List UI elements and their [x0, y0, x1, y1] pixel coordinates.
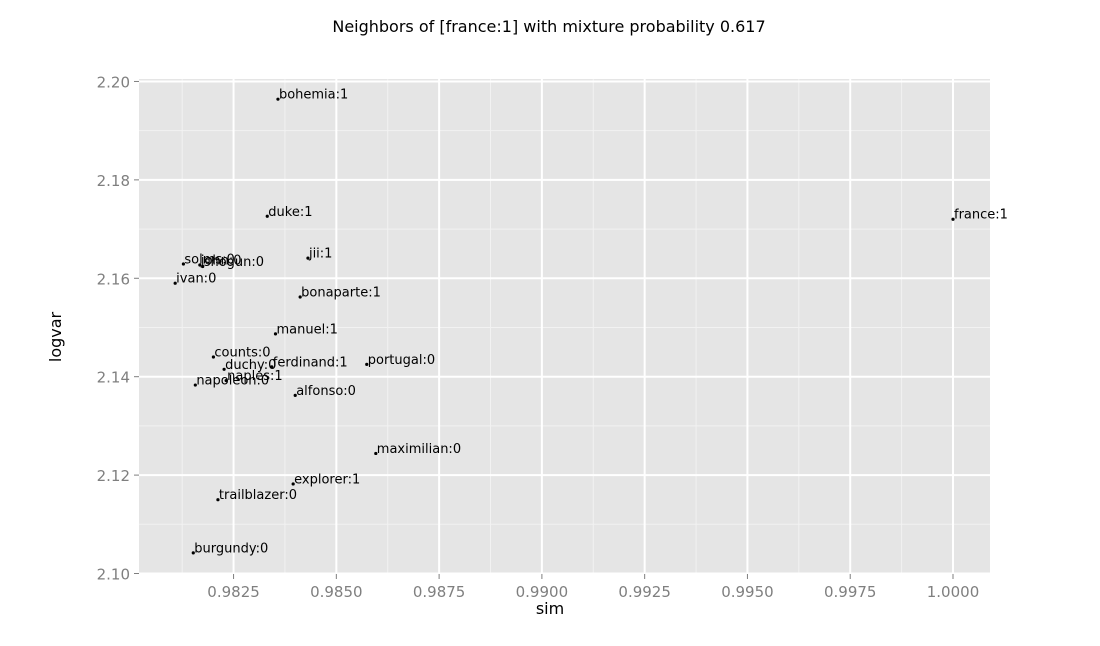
- data-point: [270, 365, 274, 369]
- y-tick-label: 2.16: [97, 270, 130, 288]
- x-tick-label: 0.9850: [310, 583, 363, 601]
- point-label: maximilian:0: [377, 442, 461, 457]
- point-label: duke:1: [268, 205, 312, 220]
- point-label: trailblazer:0: [219, 488, 297, 503]
- point-label: naples:1: [227, 369, 283, 384]
- point-label: bonaparte:1: [301, 285, 381, 300]
- data-point: [191, 551, 195, 555]
- point-label: manuel:1: [276, 322, 337, 337]
- point-label: shogun:0: [204, 255, 264, 270]
- x-axis-title: sim: [536, 599, 564, 618]
- point-label: ferdinand:1: [273, 355, 348, 370]
- chart-title: Neighbors of [france:1] with mixture pro…: [332, 17, 765, 36]
- y-axis-title: logvar: [46, 311, 65, 362]
- point-label: solms:0: [184, 253, 234, 268]
- minor-gridlines: [139, 79, 990, 574]
- plot-panel: [139, 79, 990, 574]
- point-label: counts:0: [214, 346, 270, 361]
- y-tick-label: 2.20: [97, 73, 130, 91]
- point-label: john:0: [200, 253, 242, 268]
- point-label: explorer:1: [294, 472, 360, 487]
- data-point: [201, 264, 205, 269]
- y-axis: 2.10 2.12 2.14 2.16 2.18 2.20: [97, 73, 139, 584]
- data-point: [293, 393, 297, 397]
- data-point: [173, 281, 177, 285]
- data-point: [211, 355, 216, 359]
- point-label: bohemia:1: [279, 88, 348, 103]
- x-tick-label: 0.9950: [721, 583, 774, 601]
- data-point: [193, 383, 197, 387]
- data-point: [365, 362, 369, 366]
- y-tick-label: 2.12: [97, 467, 130, 485]
- point-label: napoleon:0: [196, 374, 269, 389]
- y-tick-label: 2.10: [97, 566, 130, 584]
- x-tick-label: 0.9925: [618, 583, 671, 601]
- point-label: ivan:0: [176, 272, 216, 287]
- x-tick-label: 0.9975: [824, 583, 877, 601]
- data-point: [181, 262, 185, 266]
- data-point: [298, 295, 302, 299]
- data-point: [265, 214, 269, 218]
- y-tick-label: 2.18: [97, 172, 130, 190]
- data-point: [374, 451, 378, 456]
- data-point: [222, 367, 226, 371]
- data-point: [306, 256, 310, 260]
- point-label: portugal:0: [368, 353, 435, 368]
- data-point: [224, 379, 228, 383]
- x-tick-label: 0.9825: [207, 583, 260, 601]
- major-gridlines: [139, 79, 990, 575]
- y-tick-label: 2.14: [97, 369, 130, 387]
- data-point: [951, 217, 955, 221]
- x-tick-label: 0.9875: [413, 583, 466, 601]
- data-point: [216, 498, 220, 502]
- data-point: [291, 482, 295, 486]
- x-tick-label: 0.9900: [516, 583, 569, 601]
- data-point: [276, 97, 280, 101]
- data-points: bohemia:1 duke:1 france:1 jii:1 solms:0john:…: [173, 88, 1008, 556]
- point-label: france:1: [954, 208, 1008, 223]
- data-point: [273, 332, 278, 336]
- point-label: jii:1: [308, 247, 333, 262]
- point-label: duchy:0: [225, 358, 276, 373]
- x-axis: 0.9825 0.9850 0.9875 0.9900 0.9925 0.9950 0.99…: [207, 574, 979, 601]
- x-tick-label: 1.0000: [927, 583, 980, 601]
- point-label: burgundy:0: [194, 541, 268, 556]
- point-label: alfonso:0: [296, 384, 356, 399]
- data-point: [198, 263, 202, 267]
